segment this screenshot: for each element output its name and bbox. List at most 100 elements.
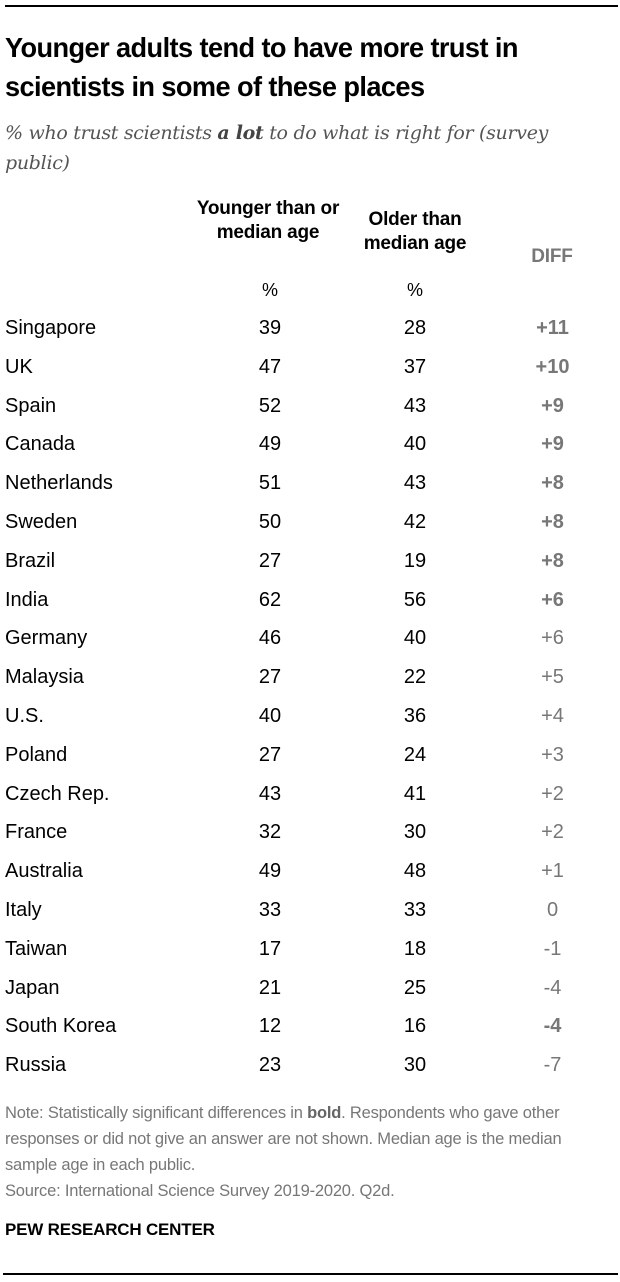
country-label: Australia — [5, 860, 83, 883]
diff-value: +8 — [541, 510, 564, 533]
table-row: Singapore 39 28 +11 — [0, 313, 620, 352]
diff-value: +4 — [541, 704, 564, 727]
older-value: 30 — [403, 821, 427, 844]
country-label: Brazil — [5, 549, 56, 572]
country-label: Singapore — [5, 317, 97, 339]
diff-value: +11 — [536, 317, 569, 339]
data-table: Singapore 39 28 +11 UK 47 37 +10 Spain 52 43 +9 Cana… — [0, 313, 620, 1089]
unit-label-younger: % — [261, 280, 278, 300]
chart-title: Younger adults tend to have more trust i… — [5, 32, 518, 102]
older-value: 43 — [403, 394, 427, 417]
country-label: Canada — [5, 433, 76, 456]
younger-value: 17 — [258, 937, 282, 960]
country-label: Malaysia — [5, 666, 84, 689]
table-row: UK 47 37 +10 — [0, 352, 620, 391]
older-value: 41 — [403, 782, 427, 805]
source-text: Source: International Science Survey 201… — [5, 1182, 395, 1200]
younger-value: 47 — [258, 355, 282, 378]
younger-value: 23 — [258, 1054, 282, 1077]
younger-value: 12 — [258, 1015, 282, 1038]
older-value: 22 — [403, 666, 427, 689]
diff-value: -7 — [543, 1054, 562, 1077]
younger-value: 50 — [258, 510, 282, 533]
table-row: Taiwan 17 18 -1 — [0, 934, 620, 973]
diff-value: +10 — [535, 355, 570, 378]
table-row: South Korea 12 16 -4 — [0, 1011, 620, 1050]
older-value: 28 — [403, 317, 427, 339]
table-row: Spain 52 43 +9 — [0, 391, 620, 430]
younger-value: 52 — [258, 394, 282, 417]
younger-value: 49 — [258, 433, 282, 456]
table-row: Italy 33 33 0 — [0, 895, 620, 934]
unit-label-older: % — [406, 280, 423, 300]
diff-value: -1 — [543, 937, 562, 960]
table-row: Australia 49 48 +1 — [0, 856, 620, 895]
diff-value: 0 — [546, 898, 559, 921]
country-label: India — [5, 588, 49, 611]
table-row: Netherlands 51 43 +8 — [0, 468, 620, 507]
top-rule — [5, 5, 618, 7]
table-row: Germany 46 40 +6 — [0, 623, 620, 662]
table-row: Malaysia 27 22 +5 — [0, 662, 620, 701]
younger-value: 21 — [258, 976, 282, 999]
diff-value: +5 — [541, 666, 564, 689]
diff-value: +9 — [541, 433, 564, 456]
older-value: 16 — [403, 1015, 427, 1038]
older-value: 33 — [403, 898, 427, 921]
country-label: France — [5, 821, 68, 844]
table-row: Japan 21 25 -4 — [0, 973, 620, 1012]
diff-value: +6 — [541, 588, 564, 611]
diff-value: +2 — [541, 782, 564, 805]
older-value: 40 — [403, 433, 427, 456]
diff-value: +6 — [541, 627, 564, 650]
country-label: Czech Rep. — [5, 782, 110, 805]
country-label: Sweden — [5, 510, 78, 533]
older-value: 43 — [403, 472, 427, 495]
diff-value: +2 — [541, 821, 564, 844]
older-value: 18 — [403, 937, 427, 960]
country-label: UK — [5, 355, 33, 378]
older-value: 19 — [403, 549, 427, 572]
older-value: 30 — [403, 1054, 427, 1077]
table-row: Poland 27 24 +3 — [0, 740, 620, 779]
note-text-end: . Respondents who gave other responses o… — [5, 1104, 562, 1174]
diff-value: -4 — [543, 976, 562, 999]
older-value: 37 — [403, 355, 427, 378]
older-value: 25 — [403, 976, 427, 999]
country-label: Italy — [5, 898, 42, 921]
older-value: 42 — [403, 510, 427, 533]
older-value: 24 — [403, 743, 427, 766]
country-label: Poland — [5, 743, 68, 766]
country-label: U.S. — [5, 704, 44, 727]
table-row: India 62 56 +6 — [0, 585, 620, 624]
column-header-diff: DIFF — [531, 246, 573, 267]
older-value: 48 — [403, 860, 427, 883]
brand-logo-text: PEW RESEARCH CENTER — [5, 1220, 215, 1239]
footnote: Note: Statistically significant differen… — [5, 1100, 615, 1204]
table-row: Brazil 27 19 +8 — [0, 546, 620, 585]
table-row: Russia 23 30 -7 — [0, 1050, 620, 1089]
country-label: South Korea — [5, 1015, 117, 1038]
younger-value: 32 — [258, 821, 282, 844]
diff-value: +8 — [541, 549, 564, 572]
younger-value: 43 — [258, 782, 282, 805]
subtitle-text: % who trust scientists — [5, 122, 218, 144]
note-text: Note: Statistically significant differen… — [5, 1104, 308, 1122]
country-label: Taiwan — [5, 937, 68, 960]
younger-value: 27 — [258, 549, 282, 572]
younger-value: 33 — [258, 898, 282, 921]
table-row: Czech Rep. 43 41 +2 — [0, 779, 620, 818]
younger-value: 62 — [258, 588, 282, 611]
diff-value: +3 — [541, 743, 564, 766]
diff-value: -4 — [543, 1015, 562, 1038]
table-row: U.S. 40 36 +4 — [0, 701, 620, 740]
table-row: Canada 49 40 +9 — [0, 429, 620, 468]
younger-value: 39 — [258, 317, 282, 339]
diff-value: +8 — [541, 472, 564, 495]
older-value: 40 — [403, 627, 427, 650]
column-header-younger: Younger than or median age — [196, 198, 340, 243]
younger-value: 49 — [258, 860, 282, 883]
country-label: Germany — [5, 627, 88, 650]
note-bold: bold — [307, 1104, 342, 1122]
country-label: Spain — [5, 394, 57, 417]
